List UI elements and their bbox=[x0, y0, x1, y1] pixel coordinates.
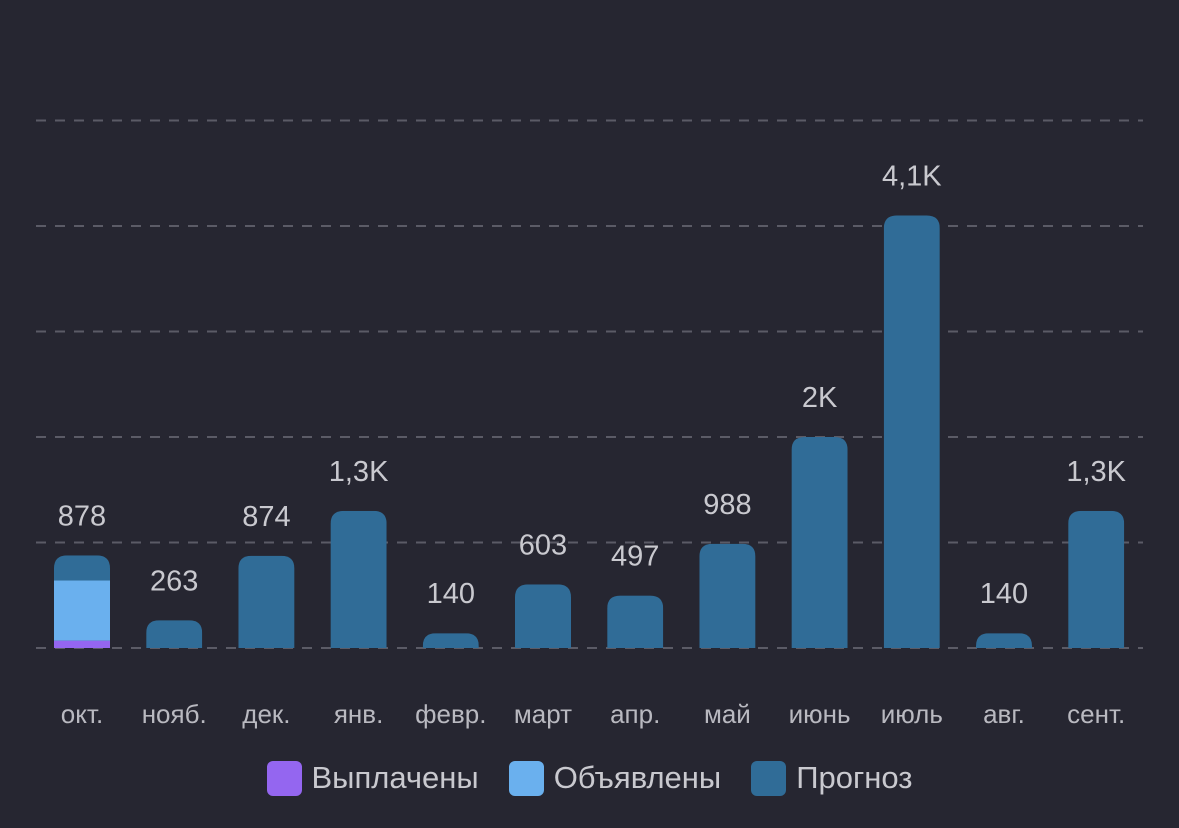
bar-segment-forecast[interactable] bbox=[791, 437, 848, 648]
x-tick-label: нояб. bbox=[142, 699, 207, 729]
gridlines bbox=[36, 119, 1143, 649]
value-label: 140 bbox=[980, 578, 1028, 610]
value-label: 878 bbox=[58, 500, 106, 532]
value-label: 497 bbox=[611, 541, 659, 573]
bar-5[interactable] bbox=[422, 633, 479, 648]
bar-segment-paid[interactable] bbox=[54, 640, 110, 648]
x-tick-labels: окт. нояб. дек. янв. февр. март апр. май июнь июл… bbox=[61, 699, 1125, 729]
x-tick-label: сент. bbox=[1067, 699, 1125, 729]
x-tick-label: май bbox=[704, 699, 751, 729]
x-tick-label: июнь bbox=[789, 699, 851, 729]
bar-8[interactable] bbox=[699, 543, 756, 648]
legend-item-forecast[interactable]: Прогноз bbox=[751, 760, 912, 796]
bar-6[interactable] bbox=[515, 584, 571, 648]
value-label: 988 bbox=[703, 489, 751, 521]
bar-4[interactable] bbox=[330, 510, 387, 648]
legend-label-announced: Объявлены bbox=[553, 760, 722, 795]
legend-label-paid: Выплачены bbox=[311, 760, 479, 795]
bar-7[interactable] bbox=[607, 595, 664, 648]
bar-chart: 878 263 874 1,3K 140 603 497 988 2K 4,1K 140 1,3K о… bbox=[36, 119, 1143, 729]
bar-10[interactable] bbox=[883, 215, 940, 648]
bar-12[interactable] bbox=[1068, 510, 1125, 648]
legend-item-announced[interactable]: Объявлены bbox=[508, 760, 722, 796]
bar-segment-forecast[interactable] bbox=[330, 510, 387, 648]
legend: Выплачены Объявлены Прогноз bbox=[0, 756, 1179, 800]
bars bbox=[54, 215, 1125, 648]
bar-1[interactable] bbox=[54, 555, 110, 648]
legend-swatch-forecast bbox=[751, 760, 787, 796]
x-tick-label: авг. bbox=[983, 699, 1025, 729]
value-label: 603 bbox=[519, 529, 567, 561]
x-tick-label: апр. bbox=[610, 699, 660, 729]
bar-segment-forecast[interactable] bbox=[54, 555, 110, 581]
value-label: 263 bbox=[150, 565, 198, 597]
bar-9[interactable] bbox=[791, 437, 848, 648]
bar-segment-forecast[interactable] bbox=[146, 620, 203, 648]
value-label: 1,3K bbox=[329, 456, 389, 488]
bar-3[interactable] bbox=[238, 555, 295, 648]
legend-label-forecast: Прогноз bbox=[796, 760, 913, 795]
bar-2[interactable] bbox=[146, 620, 203, 648]
value-label: 140 bbox=[427, 578, 475, 610]
bar-segment-forecast[interactable] bbox=[422, 633, 479, 648]
bar-segment-forecast[interactable] bbox=[699, 543, 756, 648]
x-tick-label: февр. bbox=[415, 699, 486, 729]
x-tick-label: окт. bbox=[61, 699, 103, 729]
bar-segment-forecast[interactable] bbox=[883, 215, 940, 648]
bar-11[interactable] bbox=[976, 633, 1032, 648]
value-labels: 878 263 874 1,3K 140 603 497 988 2K 4,1K 140 1,3K bbox=[58, 160, 1127, 610]
legend-item-paid[interactable]: Выплачены bbox=[266, 760, 479, 796]
value-label: 4,1K bbox=[882, 160, 942, 192]
x-tick-label: дек. bbox=[242, 699, 290, 729]
legend-swatch-announced bbox=[508, 760, 544, 796]
value-label: 874 bbox=[242, 501, 290, 533]
bar-segment-forecast[interactable] bbox=[607, 595, 664, 648]
bar-segment-forecast[interactable] bbox=[238, 555, 295, 648]
x-tick-label: июль bbox=[881, 699, 943, 729]
x-tick-label: янв. bbox=[334, 699, 383, 729]
legend-swatch-paid bbox=[266, 760, 302, 796]
value-label: 2K bbox=[802, 382, 838, 414]
bar-segment-forecast[interactable] bbox=[976, 633, 1032, 648]
x-tick-label: март bbox=[514, 699, 572, 729]
bar-segment-announced[interactable] bbox=[54, 580, 110, 641]
bar-segment-forecast[interactable] bbox=[515, 584, 571, 648]
bar-segment-forecast[interactable] bbox=[1068, 510, 1125, 648]
value-label: 1,3K bbox=[1066, 456, 1126, 488]
